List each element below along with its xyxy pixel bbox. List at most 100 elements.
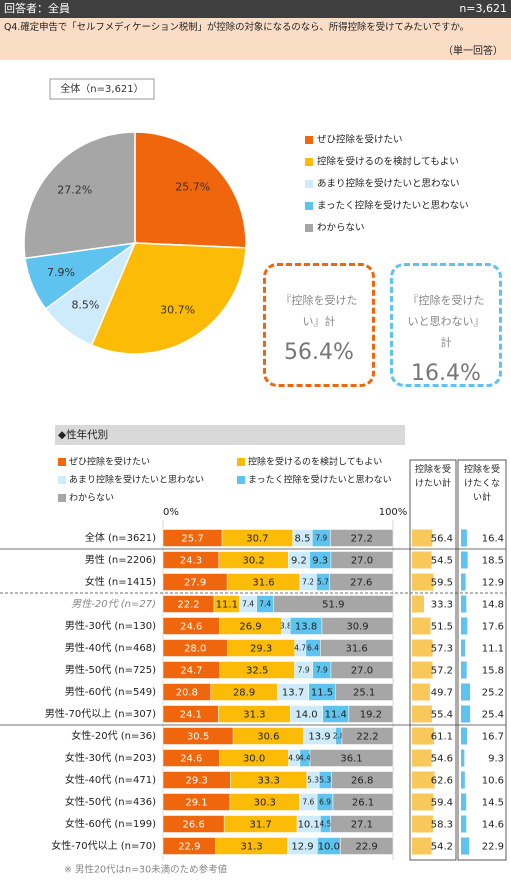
summary-bar [412, 595, 424, 613]
summary-label: 10.6 [482, 776, 504, 787]
segment-label: 29.1 [185, 798, 207, 809]
row-label: 女性 (n=1415) [85, 575, 156, 588]
bar-segment [330, 661, 394, 679]
summary-label: 9.3 [488, 754, 504, 765]
summary-bar [461, 551, 468, 569]
legend-label: あまり控除を受けたいと思わない [69, 474, 204, 486]
segment-label: 26.9 [239, 622, 261, 633]
summary-bar [461, 661, 467, 679]
bar-segment [330, 815, 394, 833]
segment-label: 14.0 [295, 710, 317, 721]
row-label: 女性-60代 (n=199) [65, 817, 156, 830]
segment-label: 4.5 [320, 820, 332, 829]
slice-label: 7.9% [47, 266, 75, 279]
segment-label: 8.5 [295, 534, 311, 545]
segment-label: 30.5 [187, 732, 209, 743]
row-label: 女性-20代 (n=36) [71, 729, 156, 742]
summary-label: 22.9 [482, 842, 504, 853]
summary-bar [461, 617, 468, 635]
segment-label: 7.4 [242, 600, 254, 609]
segment-label: 2.8 [333, 732, 345, 741]
summary-header: 控除を受けたい計 [414, 465, 451, 489]
legend-label: わからない [69, 493, 114, 504]
segment-label: 24.6 [180, 754, 202, 765]
segment-label: 20.8 [176, 688, 198, 699]
summary-label: 62.6 [431, 776, 453, 787]
summary-label: 57.3 [431, 644, 453, 655]
callout-value: 16.4% [411, 361, 481, 386]
legend-label: あまり控除を受けたいと思わない [317, 178, 460, 190]
summary-label: 54.5 [431, 556, 453, 567]
callout-label: 『控除を受けたい』計 [280, 294, 358, 328]
summary-bar [461, 749, 465, 767]
summary-bar [461, 595, 467, 613]
bar-segment [335, 683, 394, 701]
bar-segment [329, 573, 394, 591]
segment-label: 22.9 [178, 842, 200, 853]
summary-label: 54.2 [431, 842, 453, 853]
segment-label: 24.1 [180, 710, 202, 721]
row-label: 女性-70代以上 (n=70) [51, 839, 156, 852]
segment-label: 24.7 [180, 666, 202, 677]
summary-label: 49.7 [431, 688, 453, 699]
header-bar [0, 0, 511, 18]
summary-bar [412, 705, 432, 723]
legend-swatch [305, 180, 313, 188]
legend-swatch [58, 476, 66, 484]
segment-label: 4.9 [288, 754, 300, 763]
callout: 『控除を受けたいと思わない』計 16.4% [390, 263, 502, 387]
summary-label: 55.4 [431, 710, 453, 721]
pie-label: 全体（n=3,621） [60, 82, 143, 95]
bar-segment [309, 749, 394, 767]
segment-label: 31.7 [250, 820, 272, 831]
summary-label: 56.4 [431, 534, 453, 545]
summary-label: 54.6 [431, 754, 453, 765]
summary-bar [412, 793, 434, 811]
summary-bar [412, 617, 431, 635]
summary-bar [412, 529, 433, 547]
segment-label: 28.9 [233, 688, 255, 699]
summary-bar [412, 727, 434, 745]
legend-label: 控除を受けるのを検討してもよい [317, 156, 459, 168]
legend-label: まったく控除を受けたいと思わない [248, 474, 392, 486]
legend-label: まったく控除を受けたいと思わない [317, 200, 469, 212]
summary-header: 控除を受けたくない計 [463, 465, 500, 503]
segment-label: 30.2 [242, 556, 264, 567]
summary-bar [461, 529, 467, 547]
bar-segment [330, 551, 394, 569]
segment-label: 27.0 [351, 556, 373, 567]
slice-label: 25.7% [175, 181, 210, 194]
segment-label: 31.6 [252, 578, 274, 589]
summary-label: 57.2 [431, 666, 453, 677]
summary-bar [412, 815, 433, 833]
segment-label: 29.3 [186, 776, 208, 787]
legend-swatch [305, 136, 313, 144]
summary-bar [461, 683, 471, 701]
pie-slice [23, 131, 136, 260]
summary-label: 61.1 [431, 732, 453, 743]
row-label: 全体 (n=3621) [85, 531, 156, 544]
segment-label: 26.8 [351, 776, 373, 787]
summary-bar [461, 573, 466, 591]
segment-label: 9.2 [291, 556, 307, 567]
summary-label: 18.5 [482, 556, 504, 567]
segment-label: 6.4 [307, 644, 319, 653]
segment-label: 29.3 [250, 644, 272, 655]
summary-label: 14.6 [482, 820, 504, 831]
summary-label: 25.2 [482, 688, 504, 699]
summary-bar [461, 639, 465, 657]
summary-bar [412, 551, 432, 569]
row-label: 男性-20代 (n=27) [71, 598, 156, 610]
legend-swatch [237, 476, 245, 484]
legend-label: ぜひ控除を受けたい [317, 134, 403, 146]
summary-bar [412, 749, 432, 767]
summary-bar [461, 837, 470, 855]
summary-label: 16.4 [482, 534, 504, 545]
summary-bar [461, 727, 468, 745]
segment-label: 13.8 [295, 622, 317, 633]
row-label: 男性-50代 (n=725) [65, 663, 156, 676]
pie-slice [134, 131, 247, 249]
pie-slice [90, 242, 247, 355]
bar-segment [340, 837, 394, 855]
